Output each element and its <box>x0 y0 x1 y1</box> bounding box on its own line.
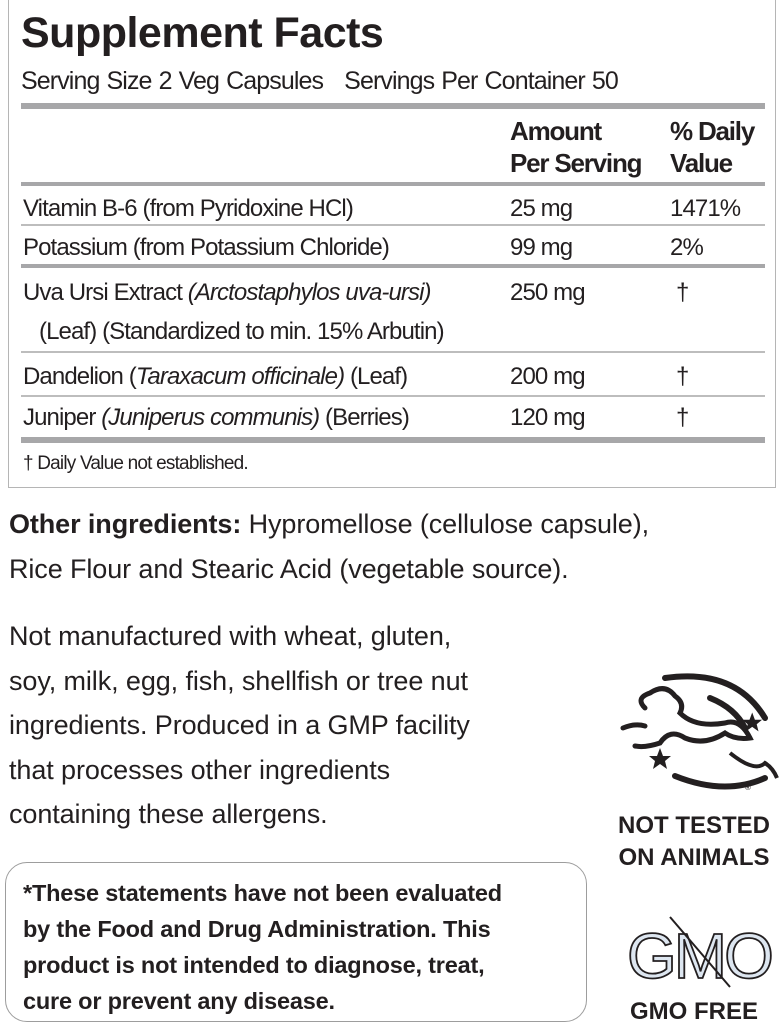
row-name: Uva Ursi Extract (Arctostaphylos uva-urs… <box>23 279 432 306</box>
row-amount: 200 mg <box>510 363 586 390</box>
row-name-continued: (Leaf) (Standardized to min. 15% Arbutin… <box>39 318 445 345</box>
row-name: Dandelion (Taraxacum officinale) (Leaf) <box>23 363 408 390</box>
divider <box>21 182 765 186</box>
row-dv: 1471% <box>670 195 741 222</box>
gmo-free-label: GMO FREE <box>629 998 758 1025</box>
row-amount: 120 mg <box>510 404 586 431</box>
footnote: † Daily Value not established. <box>23 453 249 474</box>
row-amount: 99 mg <box>510 234 573 261</box>
row-amount: 25 mg <box>510 195 573 222</box>
divider <box>21 264 765 268</box>
divider <box>21 103 765 109</box>
divider <box>21 351 765 353</box>
header-amount: Amount Per Serving <box>510 116 643 178</box>
row-name: Juniper (Juniperus communis) (Berries) <box>23 404 410 431</box>
svg-text:GMO: GMO <box>627 920 771 990</box>
row-dv: † <box>676 279 689 306</box>
row-dv: † <box>676 363 689 390</box>
allergen-statement: Not manufactured with wheat, gluten, soy… <box>9 621 470 829</box>
other-ingredients: Other ingredients: Hypromellose (cellulo… <box>9 509 650 584</box>
leaping-bunny-icon: ® <box>620 673 779 792</box>
divider <box>21 224 765 226</box>
not-tested-label: NOT TESTED ON ANIMALS <box>617 812 770 871</box>
fda-disclaimer-box: *These statements have not been evaluate… <box>5 862 587 1022</box>
row-dv: † <box>676 404 689 431</box>
row-name: Vitamin B-6 (from Pyridoxine HCl) <box>23 195 354 222</box>
svg-text:®: ® <box>745 783 751 792</box>
gmo-crossed-icon: GMO <box>626 916 775 990</box>
header-daily-value: % Daily Value <box>670 116 755 178</box>
row-dv: 2% <box>670 234 704 261</box>
panel-title: Supplement Facts <box>21 9 384 57</box>
divider <box>21 395 765 397</box>
fda-disclaimer: *These statements have not been evaluate… <box>23 880 502 1014</box>
supplement-facts-panel: Supplement Facts Serving Size 2 Veg Caps… <box>8 0 776 488</box>
servings-per-container: Servings Per Container 50 <box>344 67 619 95</box>
row-amount: 250 mg <box>510 279 586 306</box>
row-name: Potassium (from Potassium Chloride) <box>23 234 390 261</box>
serving-info: Serving Size 2 Veg Capsules Servings Per… <box>21 67 632 96</box>
divider <box>21 437 765 443</box>
serving-size: Serving Size 2 Veg Capsules <box>21 67 324 95</box>
